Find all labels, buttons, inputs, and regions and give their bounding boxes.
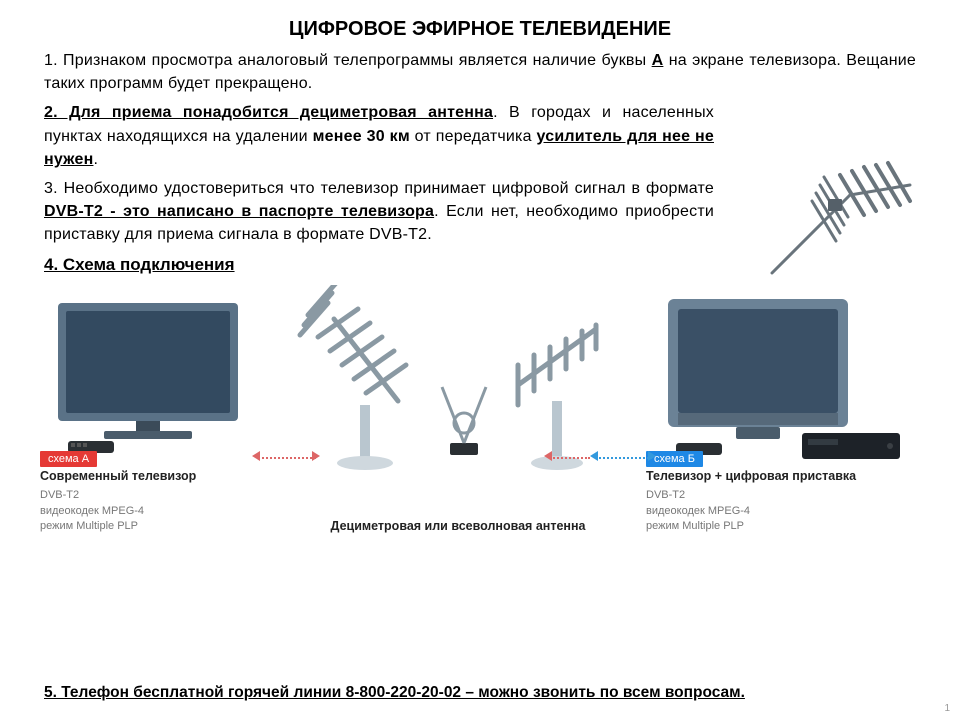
p3a: 3. Необходимо удостовериться что телевиз… [44, 180, 714, 197]
antennas-icon [288, 285, 628, 473]
connection-diagram: схема А Современный телевизор DVB-T2 вид… [40, 285, 920, 535]
paragraph-2: 2. Для приема понадобится дециметровая а… [44, 101, 714, 171]
arrow-right-blue-icon [648, 451, 656, 461]
footer-hotline: 5. Телефон бесплатной горячей линии 8-80… [44, 684, 916, 702]
p3b: DVB-T2 - это написано в паспорте телевиз… [44, 203, 434, 220]
col2-title: Дециметровая или всеволновая антенна [328, 519, 588, 535]
p2c: менее 30 км [313, 128, 410, 145]
scheme-a-tag: схема А [40, 451, 97, 467]
arrow-left-red2-icon [544, 451, 552, 461]
p2a: 2. Для приема понадобится дециметровая а… [44, 104, 493, 121]
text-block: 1. Признаком просмотра аналоговый телепр… [44, 49, 916, 275]
diagram-col-modern-tv: схема А Современный телевизор DVB-T2 вид… [40, 285, 270, 535]
antenna-small-icon [742, 155, 922, 290]
connector-a-left [258, 457, 316, 459]
crt-tv-stb-icon [646, 285, 920, 465]
diagram-col-antennas: Дециметровая или всеволновая антенна [288, 285, 628, 535]
col3-sub: DVB-T2 видеокодек MPEG-4 режим Multiple … [646, 488, 920, 534]
p1A: А [652, 52, 664, 69]
connector-b [596, 457, 652, 459]
page-title: ЦИФРОВОЕ ЭФИРНОЕ ТЕЛЕВИДЕНИЕ [44, 18, 916, 41]
col1-title: Современный телевизор [40, 469, 270, 485]
paragraph-1: 1. Признаком просмотра аналоговый телепр… [44, 49, 916, 95]
arrow-left-blue-icon [590, 451, 598, 461]
arrow-left-red-icon [252, 451, 260, 461]
paragraph-3: 3. Необходимо удостовериться что телевиз… [44, 177, 714, 247]
col3-title: Телевизор + цифровая приставка [646, 469, 920, 485]
modern-tv-icon [40, 285, 270, 465]
page-number: 1 [944, 703, 950, 714]
diagram-col-tv-stb: схема Б Телевизор + цифровая приставка D… [646, 285, 920, 535]
col1-sub: DVB-T2 видеокодек MPEG-4 режим Multiple … [40, 488, 270, 534]
arrow-right-red-icon [312, 451, 320, 461]
p1a: 1. Признаком просмотра аналоговый телепр… [44, 52, 652, 69]
connector-a-right [550, 457, 590, 459]
p2f: . [93, 151, 98, 168]
p2d: от передатчика [410, 128, 537, 145]
